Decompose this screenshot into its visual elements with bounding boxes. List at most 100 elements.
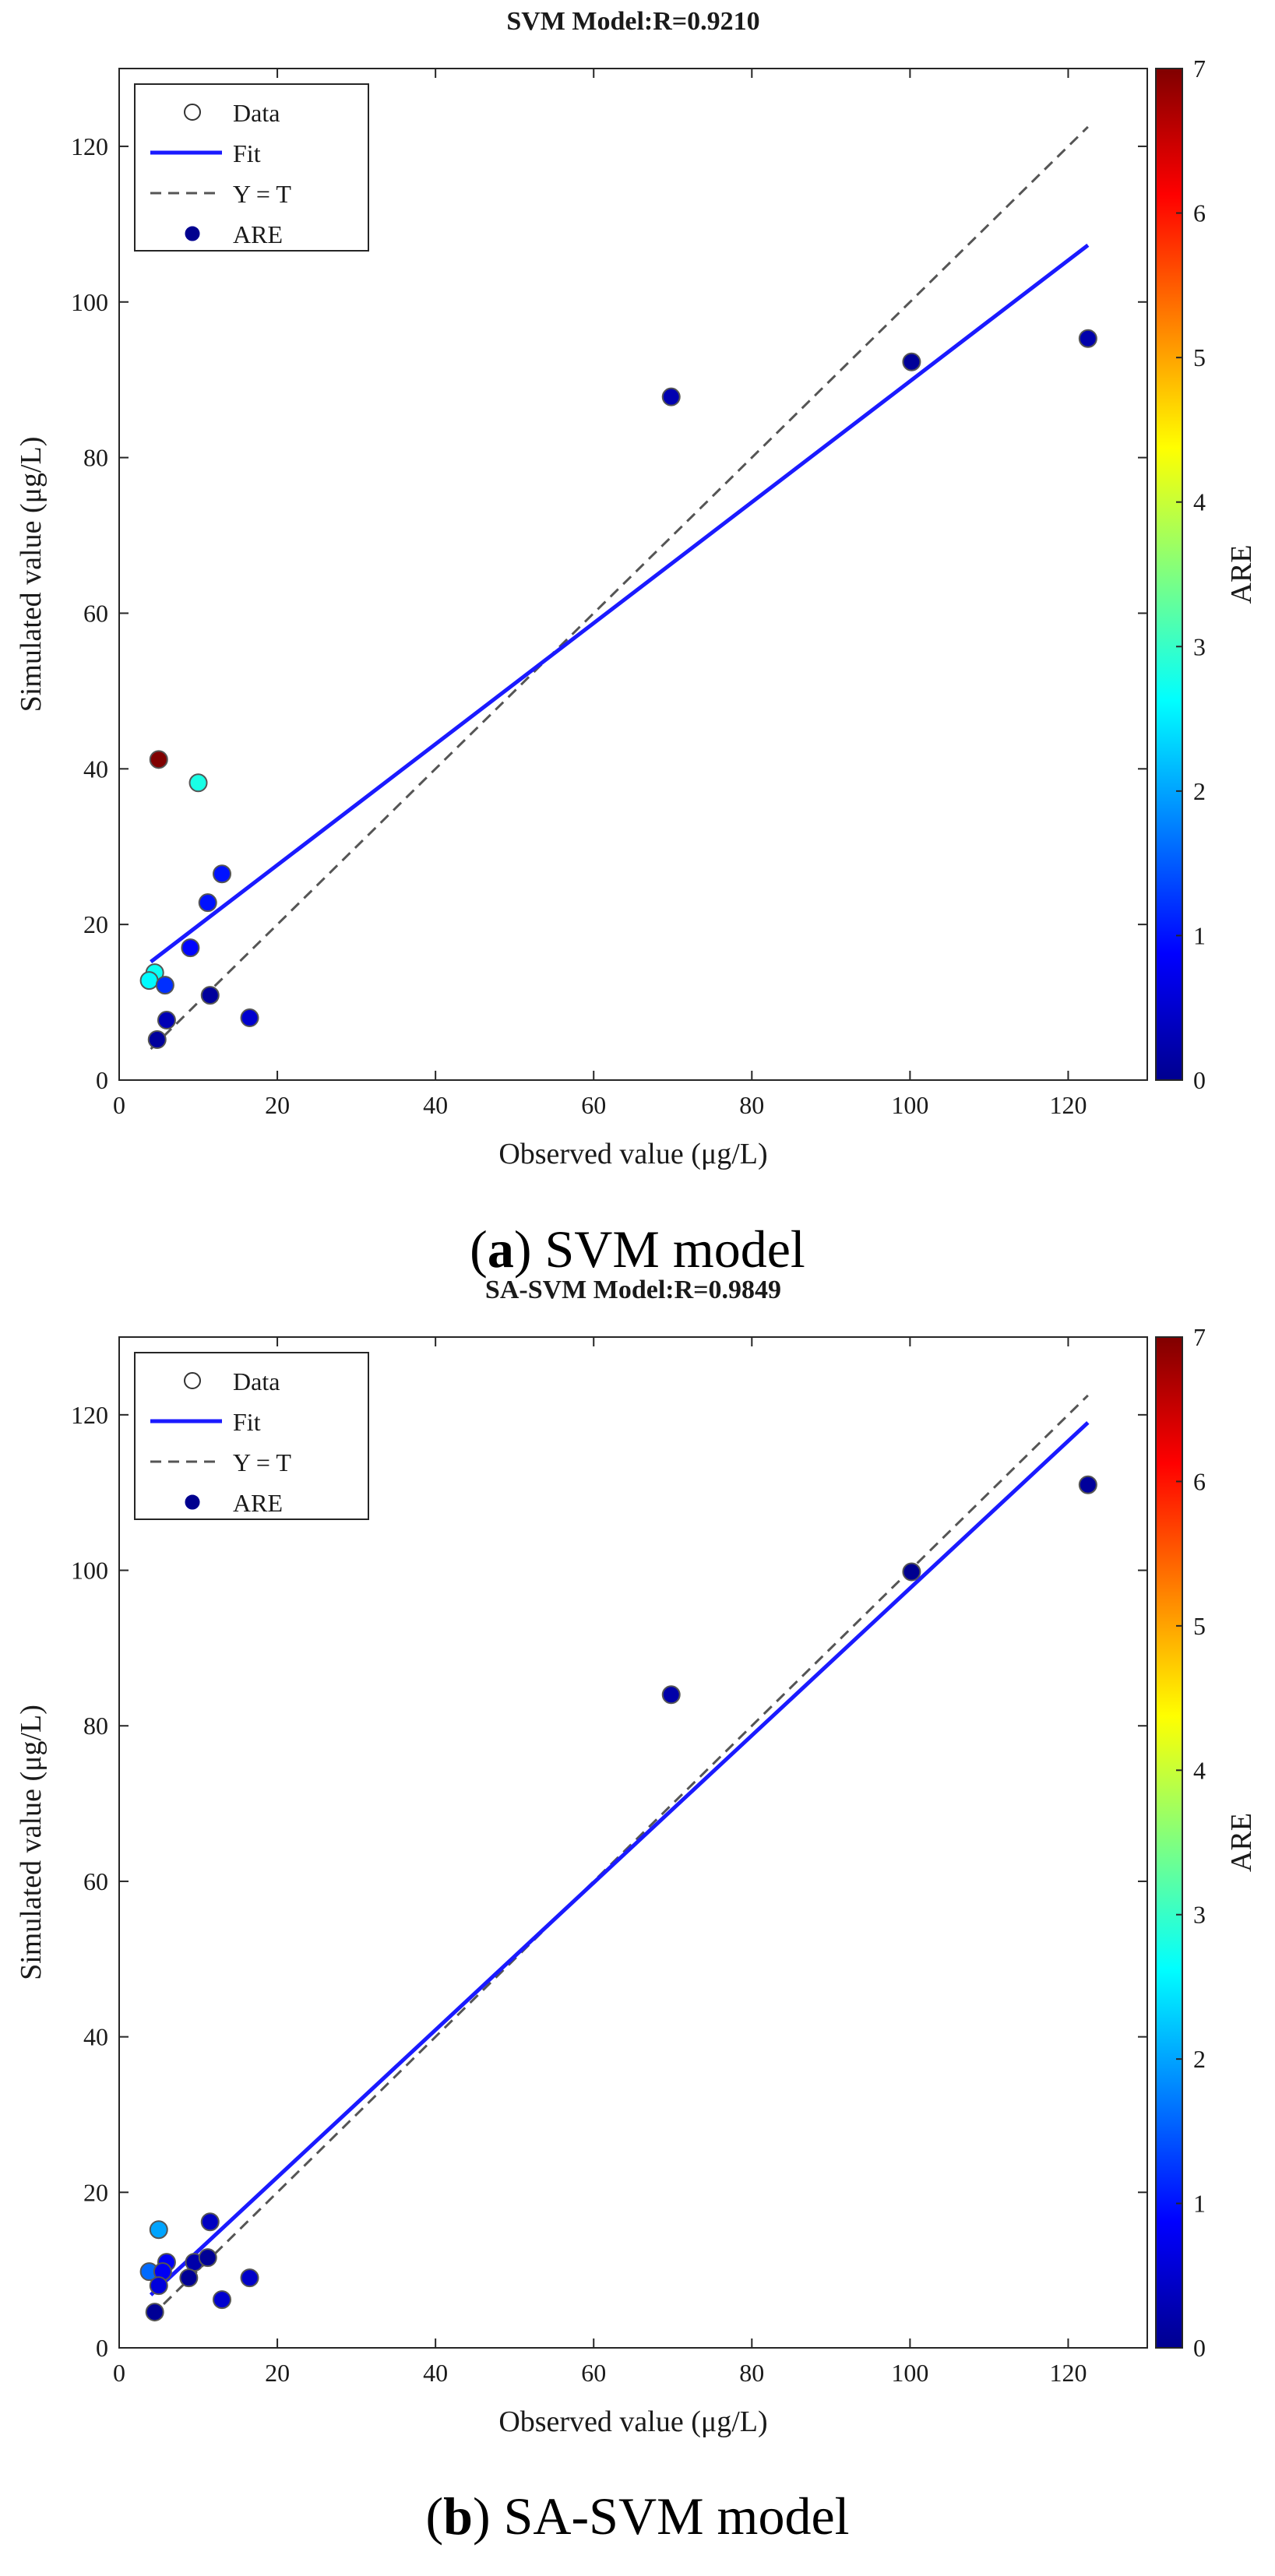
colorbar-label: ARE	[1225, 545, 1258, 604]
data-point	[145, 2303, 164, 2322]
x-tick-label: 120	[1049, 1091, 1087, 1119]
fit-line	[150, 243, 1090, 964]
data-point	[1078, 329, 1097, 348]
data-point	[149, 2276, 168, 2296]
x-tick-label: 0	[113, 1091, 125, 1119]
y-tick-label: 20	[83, 2178, 108, 2206]
legend-box	[134, 1352, 369, 1520]
x-tick-label: 80	[739, 1091, 764, 1119]
y-tick-label: 0	[96, 1066, 108, 1094]
caption-a-letter: a	[487, 1219, 514, 1279]
data-point	[213, 864, 231, 884]
legend-label: Fit	[233, 139, 261, 167]
x-tick-label: 20	[265, 2359, 290, 2387]
x-tick-label: 100	[891, 1091, 928, 1119]
colorbar-tick-label: 3	[1193, 1901, 1206, 1929]
y-tick-label: 60	[83, 599, 108, 627]
y-tick-label: 120	[71, 132, 108, 160]
colorbar-tick-label: 3	[1193, 632, 1206, 660]
colorbar	[1155, 1336, 1183, 2349]
x-tick-label: 80	[739, 2359, 764, 2387]
y-tick-label: 20	[83, 910, 108, 938]
legend-label: ARE	[233, 220, 283, 248]
data-point	[240, 2268, 259, 2288]
x-tick-label: 60	[581, 2359, 606, 2387]
identity-line	[150, 1394, 1089, 2318]
caption-a-open: (	[470, 1219, 488, 1279]
caption-b: (b) SA-SVM model	[0, 2486, 1275, 2547]
legend-label: Y = T	[233, 180, 291, 208]
data-point	[179, 2268, 199, 2288]
data-point	[1078, 1475, 1097, 1494]
chart-title: SVM Model:R=0.9210	[506, 7, 759, 36]
data-point	[198, 893, 217, 913]
y-tick-label: 80	[83, 444, 108, 472]
colorbar-tick-label: 0	[1193, 2334, 1206, 2362]
data-point	[213, 2290, 231, 2310]
y-tick-label: 100	[71, 288, 108, 316]
legend-label: Data	[233, 99, 280, 127]
data-point	[155, 976, 174, 995]
legend-label: Fit	[233, 1408, 261, 1436]
caption-a-text: SVM model	[531, 1219, 805, 1279]
colorbar-tick-label: 1	[1193, 921, 1206, 949]
legend-marker-data	[184, 104, 201, 121]
colorbar	[1155, 68, 1183, 1081]
colorbar-tick-label: 1	[1193, 2190, 1206, 2218]
caption-b-letter: b	[443, 2486, 473, 2546]
colorbar-tick-label: 7	[1193, 1323, 1206, 1351]
y-tick-label: 40	[83, 755, 108, 783]
y-axis-label: Simulated value (μg/L)	[15, 437, 48, 713]
data-point	[661, 1685, 681, 1705]
x-axis-label: Observed value (μg/L)	[498, 2405, 767, 2438]
y-tick-label: 60	[83, 1867, 108, 1895]
x-tick-label: 20	[265, 1091, 290, 1119]
x-tick-label: 60	[581, 1091, 606, 1119]
data-point	[157, 1011, 176, 1030]
data-point	[181, 938, 200, 958]
colorbar-tick-label: 5	[1193, 343, 1206, 371]
colorbar-tick-label: 0	[1193, 1066, 1206, 1094]
data-point	[661, 387, 681, 406]
data-point	[200, 2212, 220, 2232]
y-axis-label: Simulated value (μg/L)	[15, 1705, 48, 1980]
legend-marker-data	[184, 1372, 201, 1389]
colorbar-tick-label: 4	[1193, 1756, 1206, 1784]
caption-a-close: )	[513, 1219, 532, 1279]
legend-marker-are	[185, 1494, 200, 1510]
colorbar-tick-label: 4	[1193, 488, 1206, 516]
fit-line	[149, 1421, 1090, 2296]
data-point	[902, 352, 921, 371]
y-tick-label: 100	[71, 1557, 108, 1585]
data-point	[188, 773, 208, 793]
x-tick-label: 100	[891, 2359, 928, 2387]
colorbar-tick-label: 7	[1193, 55, 1206, 83]
data-point	[902, 1562, 921, 1582]
colorbar-tick-label: 6	[1193, 199, 1206, 227]
y-tick-label: 40	[83, 2023, 108, 2051]
data-point	[200, 986, 220, 1005]
data-point	[147, 1030, 167, 1050]
colorbar-label: ARE	[1225, 1813, 1258, 1872]
chart-sa-svm: SA-SVM Model:R=0.9849 0 20 40 60 80 100 120 0 20 4…	[15, 1276, 1258, 2438]
legend-marker-are	[185, 226, 200, 241]
caption-a: (a) SVM model	[0, 1219, 1275, 1280]
colorbar-tick-label: 2	[1193, 2045, 1206, 2073]
colorbar-tick-label: 5	[1193, 1612, 1206, 1640]
x-tick-label: 0	[113, 2359, 125, 2387]
data-point	[149, 2220, 168, 2240]
legend-label: ARE	[233, 1489, 283, 1517]
data-point	[139, 971, 159, 991]
identity-line	[150, 125, 1089, 1050]
x-tick-label: 40	[423, 2359, 448, 2387]
colorbar-tick-label: 2	[1193, 777, 1206, 805]
chart-title: SA-SVM Model:R=0.9849	[485, 1276, 781, 1304]
caption-b-text: SA-SVM model	[490, 2486, 850, 2546]
x-tick-label: 40	[423, 1091, 448, 1119]
data-point	[149, 750, 168, 769]
y-tick-label: 120	[71, 1401, 108, 1429]
x-axis-label: Observed value (μg/L)	[498, 1138, 767, 1170]
caption-b-close: )	[472, 2486, 491, 2546]
